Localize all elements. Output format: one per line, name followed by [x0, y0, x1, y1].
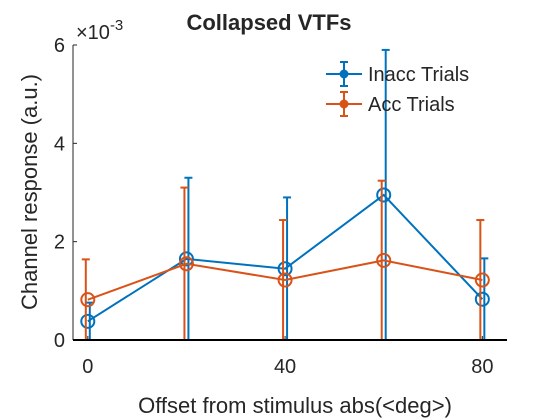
data-point — [376, 187, 392, 203]
y-tick-label: 2 — [54, 232, 65, 254]
legend-label: Acc Trials — [368, 94, 455, 116]
data-point — [178, 256, 194, 272]
x-tick-label: 80 — [471, 356, 493, 378]
x-axis-label: Offset from stimulus abs(<deg>) — [138, 393, 452, 418]
y-tick-label: 0 — [54, 330, 65, 352]
series-0 — [80, 48, 490, 340]
y-tick-label: 4 — [54, 133, 65, 155]
data-point — [474, 272, 490, 288]
chart-title: Collapsed VTFs — [186, 10, 351, 35]
x-tick-label: 0 — [82, 356, 93, 378]
y-exponent-label: ×10-3 — [76, 17, 123, 44]
series-1 — [80, 179, 490, 340]
data-point — [178, 251, 194, 267]
series-line — [87, 259, 483, 301]
data-point — [80, 292, 96, 308]
data-point — [277, 261, 293, 277]
series-line — [87, 193, 484, 323]
axes: 0 2 4 6 0 40 80 — [54, 35, 507, 378]
data-point — [80, 313, 96, 329]
legend-label: Inacc Trials — [368, 64, 469, 86]
data-point — [277, 272, 293, 288]
plot-area — [80, 48, 490, 340]
y-exponent-base: ×10 — [76, 22, 110, 44]
data-point — [474, 291, 490, 307]
y-exponent-power: -3 — [110, 17, 123, 34]
legend: Inacc Trials Acc Trials — [326, 61, 469, 117]
legend-marker — [339, 99, 349, 109]
data-point — [376, 252, 392, 268]
y-tick-label: 6 — [54, 35, 65, 57]
y-axis-label: Channel response (a.u.) — [17, 74, 42, 310]
x-tick-label: 40 — [274, 356, 296, 378]
legend-marker — [339, 69, 349, 79]
